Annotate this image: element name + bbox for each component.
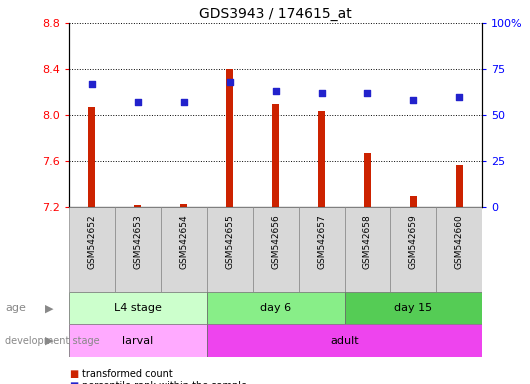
Text: GSM542655: GSM542655: [225, 214, 234, 269]
Point: [271, 88, 280, 94]
Bar: [253, 207, 298, 292]
Bar: [207, 324, 482, 357]
Point: [134, 99, 142, 105]
Title: GDS3943 / 174615_at: GDS3943 / 174615_at: [199, 7, 352, 21]
Text: ■: ■: [69, 369, 78, 379]
Bar: [364, 153, 371, 207]
Point: [455, 94, 464, 100]
Bar: [298, 207, 344, 292]
Text: ■: ■: [69, 381, 78, 384]
Text: transformed count: transformed count: [82, 369, 173, 379]
Text: GSM542659: GSM542659: [409, 214, 418, 269]
Point: [317, 90, 326, 96]
Point: [87, 81, 96, 87]
Text: day 6: day 6: [260, 303, 291, 313]
Point: [409, 98, 418, 104]
Text: GSM542658: GSM542658: [363, 214, 372, 269]
Bar: [391, 207, 436, 292]
Text: adult: adult: [330, 336, 359, 346]
Bar: [161, 207, 207, 292]
Bar: [69, 292, 207, 324]
Bar: [344, 207, 391, 292]
Text: GSM542652: GSM542652: [87, 214, 96, 269]
Text: development stage: development stage: [5, 336, 100, 346]
Text: GSM542660: GSM542660: [455, 214, 464, 269]
Text: percentile rank within the sample: percentile rank within the sample: [82, 381, 247, 384]
Text: GSM542657: GSM542657: [317, 214, 326, 269]
Point: [225, 79, 234, 85]
Bar: [180, 204, 187, 207]
Bar: [344, 292, 482, 324]
Text: ▶: ▶: [45, 336, 54, 346]
Text: larval: larval: [122, 336, 153, 346]
Bar: [207, 207, 253, 292]
Text: GSM542656: GSM542656: [271, 214, 280, 269]
Bar: [89, 107, 95, 207]
Bar: [410, 196, 417, 207]
Bar: [272, 104, 279, 207]
Text: GSM542654: GSM542654: [179, 214, 188, 269]
Bar: [456, 165, 463, 207]
Bar: [69, 324, 207, 357]
Bar: [207, 292, 344, 324]
Bar: [226, 69, 233, 207]
Text: day 15: day 15: [394, 303, 432, 313]
Text: L4 stage: L4 stage: [114, 303, 162, 313]
Bar: [436, 207, 482, 292]
Bar: [69, 207, 115, 292]
Bar: [135, 205, 141, 207]
Point: [180, 99, 188, 105]
Text: GSM542653: GSM542653: [134, 214, 142, 269]
Text: ▶: ▶: [45, 303, 54, 313]
Bar: [318, 111, 325, 207]
Bar: [115, 207, 161, 292]
Text: age: age: [5, 303, 26, 313]
Point: [363, 90, 372, 96]
